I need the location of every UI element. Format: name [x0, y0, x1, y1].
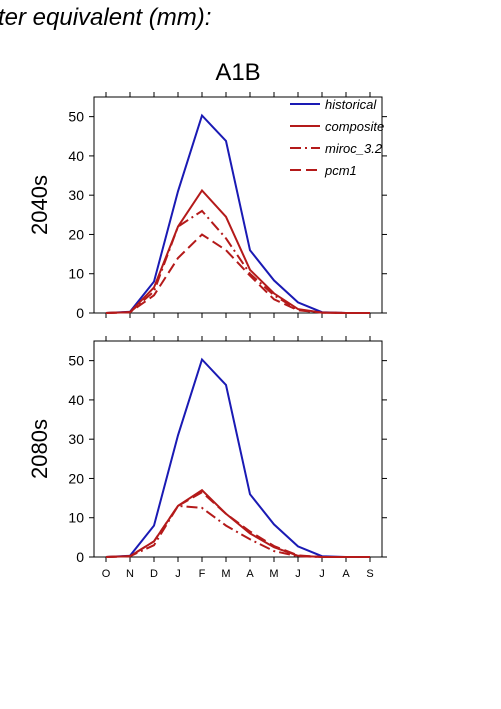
x-tick-label: J: [175, 568, 181, 580]
series-line-pcm1: [105, 233, 370, 314]
legend-label: miroc_3.2: [325, 141, 383, 156]
y-tick-label: 0: [76, 305, 84, 321]
y-tick-label: 10: [68, 266, 84, 282]
panel-2040s: 0 10 20 30 40 50 2040s historical composite miroc…: [27, 92, 387, 321]
y-tick-label: 20: [68, 226, 84, 242]
series-line-miroc_3.2: [105, 504, 370, 558]
x-tick-label: M: [269, 568, 278, 580]
row-label: 2040s: [27, 175, 52, 235]
y-tick-label: 50: [68, 109, 84, 125]
y-tick-label: 40: [68, 148, 84, 164]
x-tick-label: J: [295, 568, 301, 580]
y-tick-label: 0: [76, 549, 84, 565]
x-tick-label: M: [221, 568, 230, 580]
series-line-miroc_3.2: [105, 209, 370, 314]
x-tick-label: J: [319, 568, 325, 580]
figure-title: ter equivalent (mm):: [0, 4, 211, 31]
series-line-pcm1: [105, 490, 370, 558]
x-tick-label: F: [199, 568, 206, 580]
y-tick-label: 20: [68, 470, 84, 486]
legend-label: historical: [325, 97, 377, 112]
x-tick-label: D: [150, 568, 158, 580]
series-line-historical: [105, 357, 370, 558]
x-tick-label: A: [342, 568, 350, 580]
x-tick-label: O: [102, 568, 111, 580]
panel-2080s: 0 10 20 30 40 50 O N D J F M A M J J A S 2080s: [27, 336, 387, 580]
legend-label: composite: [325, 119, 384, 134]
y-tick-label: 40: [68, 392, 84, 408]
x-tick-label: N: [126, 568, 134, 580]
y-tick-label: 30: [68, 431, 84, 447]
plot-frame: [93, 340, 383, 558]
y-tick-label: 30: [68, 187, 84, 203]
series-line-composite: [105, 188, 370, 314]
x-tick-label: A: [246, 568, 254, 580]
x-tick-label: S: [366, 568, 373, 580]
plot-frame: [93, 96, 383, 314]
scenario-title: A1B: [215, 59, 260, 86]
y-tick-label: 50: [68, 353, 84, 369]
y-tick-label: 10: [68, 510, 84, 526]
legend-label: pcm1: [324, 163, 357, 178]
row-label: 2080s: [27, 419, 52, 479]
